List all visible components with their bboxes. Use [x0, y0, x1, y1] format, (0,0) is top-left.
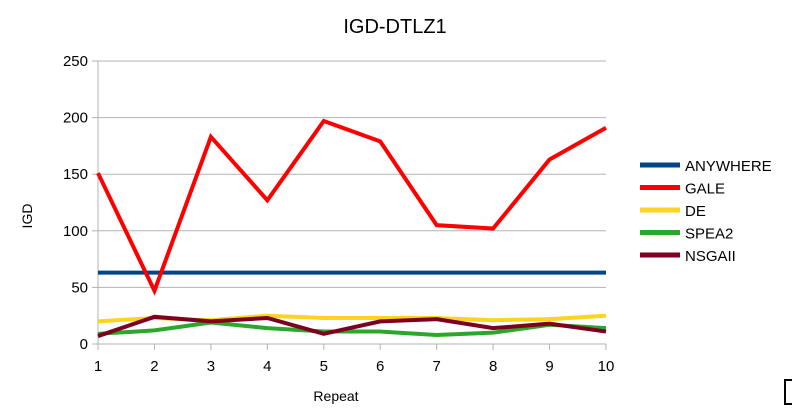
x-tick-label: 4 — [263, 358, 271, 375]
legend-label: DE — [685, 203, 706, 220]
y-tick-label: 0 — [80, 336, 88, 353]
x-tick-label: 5 — [320, 358, 328, 375]
legend-label: SPEA2 — [685, 226, 733, 243]
gridlines — [92, 60, 607, 350]
legend: ANYWHERE GALE DE SPEA2 NSGAII — [640, 158, 772, 265]
y-axis-label: IGD — [19, 204, 35, 229]
legend-label: NSGAII — [685, 248, 736, 265]
x-tick-label: 8 — [489, 358, 497, 375]
x-tick-label: 7 — [432, 358, 440, 375]
y-tick-label: 150 — [63, 166, 88, 183]
selection-handle[interactable] — [784, 379, 792, 405]
x-tick-label: 9 — [545, 358, 553, 375]
series-lines — [96, 118, 607, 338]
x-tick-label: 3 — [207, 358, 215, 375]
y-tick-label: 250 — [63, 53, 88, 70]
legend-label: ANYWHERE — [685, 158, 772, 175]
series-line-gale — [96, 118, 607, 296]
y-axis-ticks: 0 50 100 150 200 250 — [63, 53, 88, 353]
x-tick-label: 1 — [94, 358, 102, 375]
x-tick-label: 10 — [598, 358, 615, 375]
x-axis-label: Repeat — [313, 388, 358, 404]
y-tick-label: 200 — [63, 110, 88, 127]
y-tick-label: 100 — [63, 223, 88, 240]
x-tick-label: 2 — [150, 358, 158, 375]
legend-label: GALE — [685, 181, 725, 198]
series-line-nsgaii — [97, 314, 607, 338]
y-tick-label: 50 — [71, 279, 88, 296]
chart-title: IGD-DTLZ1 — [343, 16, 446, 38]
x-tick-label: 6 — [376, 358, 384, 375]
x-axis-ticks: 1 2 3 4 5 6 7 8 9 10 — [94, 358, 615, 375]
series-line-spea2 — [97, 320, 607, 337]
